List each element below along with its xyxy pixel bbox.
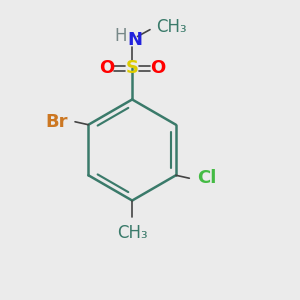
Text: CH₃: CH₃ [156,18,187,36]
Text: S: S [126,59,139,77]
Text: Br: Br [45,113,68,131]
Text: Cl: Cl [197,169,216,187]
Text: CH₃: CH₃ [117,224,148,242]
Text: H: H [114,27,127,45]
Text: O: O [150,59,165,77]
Text: O: O [99,59,115,77]
Text: N: N [127,31,142,49]
